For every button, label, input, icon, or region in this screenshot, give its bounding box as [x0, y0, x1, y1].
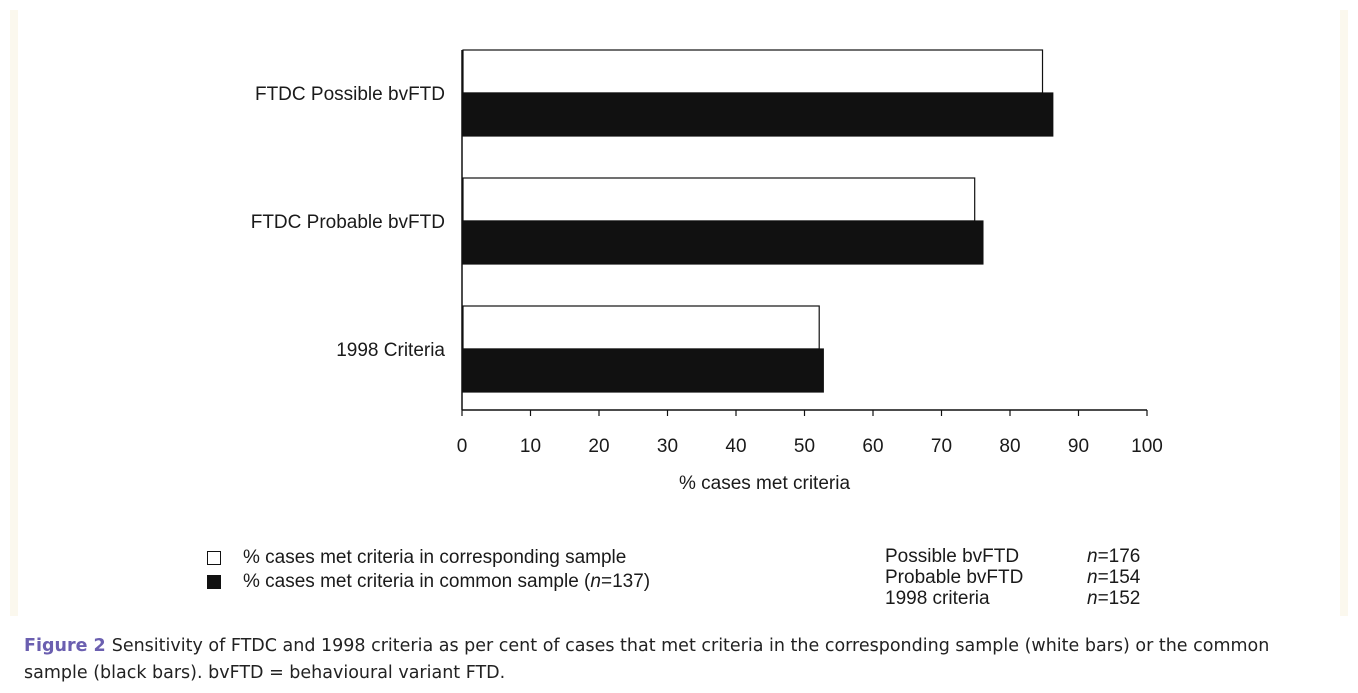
sample-size-row: Probable bvFTD n=154: [885, 567, 1140, 588]
x-tick-label: 90: [1068, 436, 1089, 457]
sample-name: 1998 criteria: [885, 588, 990, 609]
bar-corresponding: [462, 177, 976, 222]
legend-swatch-white: [207, 551, 221, 565]
category-label: FTDC Probable bvFTD: [251, 212, 445, 233]
x-tick-label: 100: [1131, 436, 1163, 457]
bar-corresponding: [462, 49, 1044, 94]
category-label: FTDC Possible bvFTD: [255, 84, 445, 105]
sample-size-table: Possible bvFTD n=176 Probable bvFTD n=15…: [885, 546, 1140, 609]
sample-n: n=154: [1087, 567, 1141, 588]
x-tick-label: 0: [457, 436, 468, 457]
sample-size-row: Possible bvFTD n=176: [885, 546, 1140, 567]
caption-label: Figure 2: [24, 636, 106, 656]
legend-item-common: % cases met criteria in common sample (n…: [207, 570, 650, 594]
sample-name: Probable bvFTD: [885, 567, 1024, 588]
x-tick-label: 20: [588, 436, 609, 457]
bar-common: [462, 348, 824, 393]
bar-corresponding: [462, 305, 820, 350]
legend-swatch-black: [207, 575, 221, 589]
caption-text: Sensitivity of FTDC and 1998 criteria as…: [24, 636, 1270, 683]
bar-common: [462, 92, 1054, 137]
sample-n: n=176: [1087, 546, 1141, 567]
x-tick-label: 70: [931, 436, 952, 457]
x-tick-label: 50: [794, 436, 815, 457]
x-tick-label: 40: [725, 436, 746, 457]
x-tick-label: 10: [520, 436, 541, 457]
sample-n: n=152: [1087, 588, 1141, 609]
sample-name: Possible bvFTD: [885, 546, 1020, 567]
x-tick-label: 30: [657, 436, 678, 457]
figure-caption: Figure 2 Sensitivity of FTDC and 1998 cri…: [24, 633, 1334, 687]
x-axis-label: % cases met criteria: [679, 473, 850, 494]
legend-label-corresponding: % cases met criteria in corresponding sa…: [243, 547, 627, 568]
x-tick-label: 60: [862, 436, 883, 457]
legend-item-corresponding: % cases met criteria in corresponding sa…: [207, 546, 650, 570]
category-label: 1998 Criteria: [336, 340, 445, 361]
x-tick-label: 80: [999, 436, 1020, 457]
bar-common: [462, 220, 984, 265]
sample-size-row: 1998 criteria n=152: [885, 588, 1140, 609]
legend-label-common: % cases met criteria in common sample (n…: [243, 571, 651, 592]
chart-legend: % cases met criteria in corresponding sa…: [207, 546, 650, 594]
